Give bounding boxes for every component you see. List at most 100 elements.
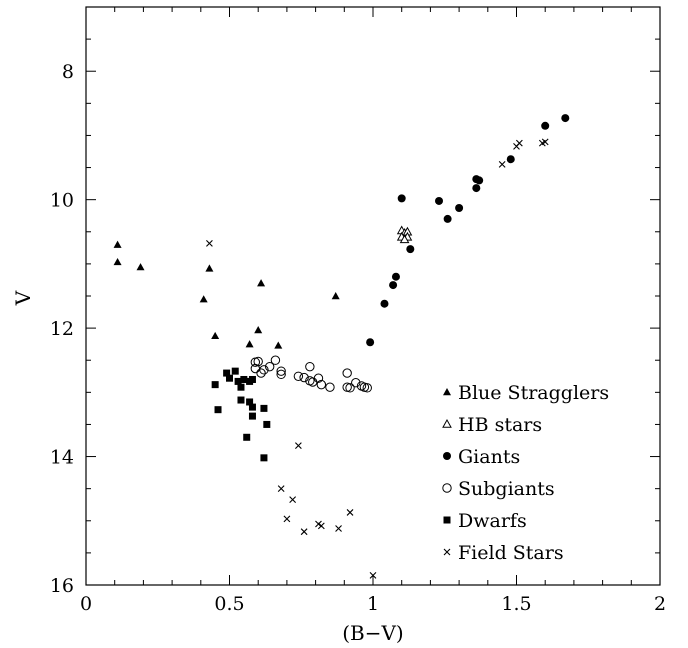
series-dwarfs: [211, 367, 271, 462]
series-hb-stars: [396, 225, 413, 244]
legend-label: Blue Stragglers: [458, 382, 609, 404]
data-point: [113, 257, 122, 266]
data-point: [342, 368, 352, 378]
data-point: [399, 234, 410, 244]
legend-marker: [443, 516, 451, 524]
data-point: [335, 525, 342, 532]
data-point: [391, 272, 400, 281]
data-point: [214, 406, 222, 414]
data-point: [274, 341, 283, 349]
data-points: [113, 114, 570, 579]
data-point: [406, 245, 415, 254]
data-point: [276, 369, 286, 380]
plot-frame: [85, 6, 661, 586]
legend-label: Giants: [458, 446, 520, 468]
data-point: [245, 340, 254, 348]
data-point: [541, 138, 549, 146]
data-point: [226, 374, 233, 382]
data-point: [389, 281, 398, 290]
data-point: [435, 196, 444, 205]
data-point: [305, 361, 315, 372]
data-point: [294, 442, 302, 450]
data-point: [136, 263, 145, 271]
data-point: [316, 379, 327, 390]
data-point: [443, 214, 452, 223]
data-point: [248, 375, 256, 383]
data-point: [277, 485, 285, 493]
x-tick-label: 0: [80, 593, 92, 615]
data-point: [299, 372, 309, 383]
data-point: [362, 383, 372, 393]
data-point: [256, 368, 266, 378]
data-point: [270, 355, 281, 365]
data-point: [234, 377, 242, 385]
data-point: [260, 454, 268, 462]
axes: 0 0.5 1 1.5 2 8 10 12 14 16: [50, 6, 666, 615]
data-point: [263, 420, 271, 428]
data-point: [380, 299, 389, 308]
data-point: [250, 363, 261, 374]
data-point: [300, 528, 308, 536]
x-tick-label: 2: [654, 593, 666, 615]
legend-label: Dwarfs: [458, 510, 527, 532]
x-tick-label: 1: [367, 593, 379, 615]
series-subgiants: [250, 355, 372, 393]
data-point: [366, 338, 375, 347]
y-tick-label: 10: [50, 190, 74, 212]
legend-marker: [442, 483, 452, 493]
data-point: [351, 378, 361, 388]
legend-label: HB stars: [458, 414, 542, 436]
series-blue-stragglers: [113, 240, 340, 349]
data-point: [205, 264, 214, 272]
data-point: [223, 369, 231, 377]
data-point: [231, 367, 239, 375]
data-point: [248, 403, 256, 411]
data-point: [259, 365, 269, 375]
data-point: [211, 331, 220, 340]
data-point: [211, 381, 219, 389]
legend-label: Field Stars: [458, 542, 564, 564]
data-point: [455, 204, 464, 213]
data-point: [254, 326, 263, 334]
data-point: [397, 194, 406, 203]
data-point: [257, 279, 266, 287]
data-point: [313, 373, 324, 383]
data-point: [283, 515, 291, 523]
data-point: [331, 292, 340, 300]
data-point: [317, 522, 325, 530]
y-tick-label: 16: [50, 575, 74, 597]
legend-marker: [442, 418, 452, 428]
data-point: [325, 382, 335, 392]
data-point: [308, 377, 318, 387]
data-point: [561, 114, 570, 123]
y-axis-label: V: [11, 290, 35, 306]
data-point: [345, 383, 355, 393]
legend-marker: [443, 388, 451, 396]
data-point: [541, 121, 550, 130]
data-point: [113, 240, 122, 248]
data-point: [240, 375, 248, 383]
data-point: [515, 139, 523, 147]
data-point: [293, 371, 304, 381]
data-point: [498, 160, 506, 168]
data-point: [506, 155, 515, 164]
data-point: [206, 239, 213, 247]
x-tick-label: 0.5: [214, 593, 244, 615]
data-point: [243, 433, 251, 441]
y-tick-label: 12: [50, 318, 74, 340]
data-point: [237, 396, 245, 404]
data-point: [199, 295, 208, 303]
data-point: [246, 398, 254, 406]
data-point: [369, 571, 377, 579]
data-point: [237, 383, 245, 391]
x-tick-label: 1.5: [501, 593, 531, 615]
legend: Blue Stragglers HB stars Giants Subgiants Dw…: [442, 382, 609, 564]
data-point: [475, 176, 484, 185]
series-giants: [366, 114, 570, 347]
y-tick-label: 8: [62, 61, 74, 83]
series-field-stars: [206, 138, 549, 579]
x-axis-label: (B−V): [342, 621, 404, 645]
data-point: [260, 404, 268, 412]
